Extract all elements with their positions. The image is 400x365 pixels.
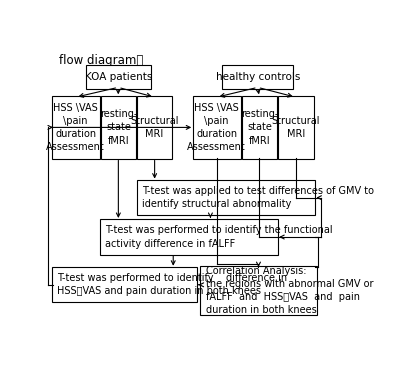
FancyBboxPatch shape: [86, 65, 151, 89]
Text: Structural
MRI: Structural MRI: [272, 116, 320, 139]
Text: Correlation Analysis:
the regions with abnormal GMV or
fALFF  and  HSS、VAS  and : Correlation Analysis: the regions with a…: [206, 266, 373, 315]
FancyBboxPatch shape: [100, 96, 136, 159]
Text: Structural
MRI: Structural MRI: [130, 116, 179, 139]
Text: flow diagram：: flow diagram：: [59, 54, 144, 67]
Text: healthy controls: healthy controls: [216, 72, 300, 82]
FancyBboxPatch shape: [242, 96, 277, 159]
Text: HSS \VAS
\pain
duration
Assessment: HSS \VAS \pain duration Assessment: [46, 103, 105, 152]
Text: KOA patients: KOA patients: [84, 72, 152, 82]
FancyBboxPatch shape: [193, 96, 241, 159]
Text: T-test was performed to identify    difference in
HSS、VAS and pain duration in b: T-test was performed to identify differe…: [57, 273, 287, 296]
Text: HSS \VAS
\pain
duration
Assessment: HSS \VAS \pain duration Assessment: [187, 103, 246, 152]
FancyBboxPatch shape: [222, 65, 293, 89]
FancyBboxPatch shape: [52, 267, 197, 302]
FancyBboxPatch shape: [100, 219, 278, 255]
FancyBboxPatch shape: [137, 96, 172, 159]
FancyBboxPatch shape: [52, 96, 100, 159]
Text: resting-
state
fMRI: resting- state fMRI: [241, 109, 278, 146]
FancyBboxPatch shape: [137, 180, 315, 215]
Text: T-test was applied to test differences of GMV to
identify structural abnormality: T-test was applied to test differences o…: [142, 186, 374, 209]
Text: T-test was performed to identify the functional
activity difference in fALFF: T-test was performed to identify the fun…: [105, 226, 332, 249]
Text: resting-
state
fMRI: resting- state fMRI: [100, 109, 137, 146]
FancyBboxPatch shape: [200, 266, 317, 315]
FancyBboxPatch shape: [278, 96, 314, 159]
